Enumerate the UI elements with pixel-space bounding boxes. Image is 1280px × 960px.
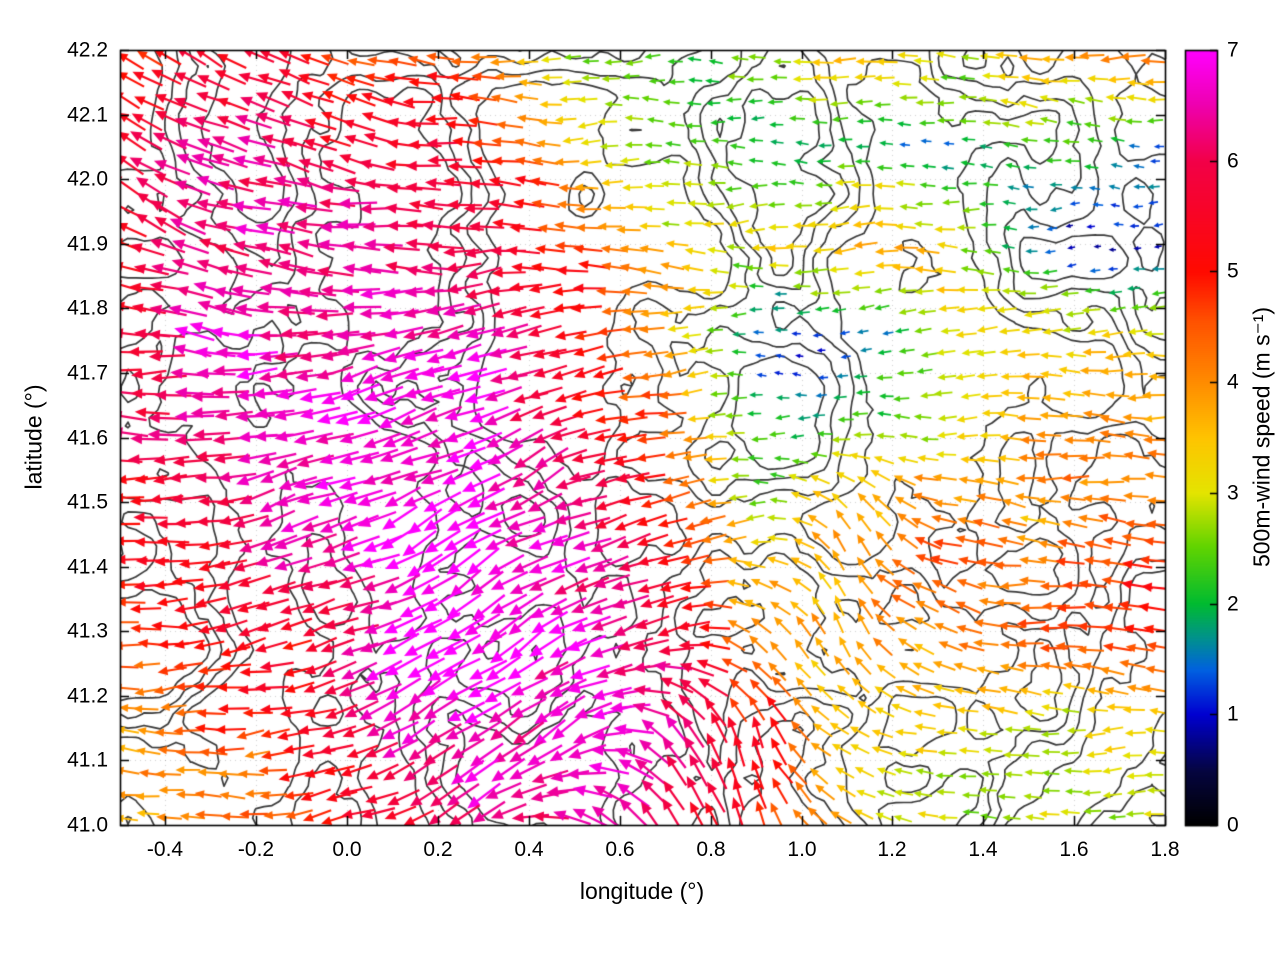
colorbar-tick-label: 1 — [1227, 702, 1239, 726]
y-tick-label: 41.5 — [67, 490, 108, 514]
y-tick-label: 41.3 — [67, 619, 108, 643]
y-tick-label: 41.6 — [67, 426, 108, 450]
y-tick-label: 41.4 — [67, 555, 108, 579]
x-tick-label: 1.4 — [968, 838, 998, 861]
y-tick-label: 42.2 — [67, 38, 108, 62]
x-tick-label: 0.0 — [332, 838, 362, 861]
x-tick-label: 0.6 — [605, 838, 635, 861]
x-axis-title: longitude (°) — [579, 878, 705, 904]
y-tick-label: 42.1 — [67, 103, 108, 127]
colorbar-tick-label: 5 — [1227, 259, 1239, 283]
x-tick-label: 1.6 — [1059, 838, 1089, 861]
y-tick-label: 41.2 — [67, 684, 108, 708]
x-tick-label: 0.8 — [696, 838, 726, 861]
colorbar-tick-label: 0 — [1227, 813, 1239, 837]
colorbar-tick-label: 6 — [1227, 149, 1239, 173]
colorbar-tick-label: 2 — [1227, 592, 1239, 616]
y-tick-label: 41.8 — [67, 296, 108, 320]
colorbar-title: 500m-wind speed (m s⁻¹) — [1248, 306, 1275, 568]
y-tick-label: 41.7 — [67, 361, 108, 385]
y-tick-label: 41.0 — [67, 813, 108, 837]
x-tick-label: 1.2 — [877, 838, 907, 861]
colorbar-tick-label: 4 — [1227, 370, 1239, 394]
y-tick-label: 42.0 — [67, 167, 108, 191]
x-tick-label: -0.2 — [237, 838, 275, 861]
x-tick-label: 1.0 — [787, 838, 817, 861]
colorbar-tick-label: 7 — [1227, 38, 1239, 62]
y-tick-label: 41.1 — [67, 748, 108, 772]
y-tick-label: 41.9 — [67, 232, 108, 256]
x-tick-label: 0.2 — [423, 838, 453, 861]
x-tick-label: 1.8 — [1150, 838, 1180, 861]
colorbar-tick-label: 3 — [1227, 481, 1239, 505]
x-tick-label: 0.4 — [514, 838, 544, 861]
x-tick-label: -0.4 — [146, 838, 184, 861]
